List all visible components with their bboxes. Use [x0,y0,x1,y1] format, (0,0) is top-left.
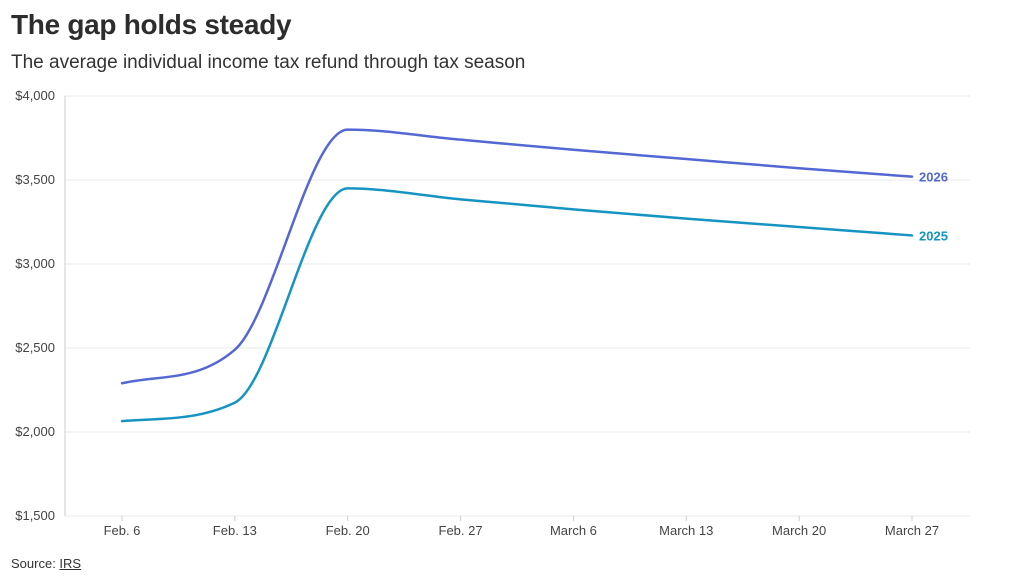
x-tick-label: Feb. 20 [326,523,370,538]
y-tick-label: $4,000 [15,88,55,103]
y-tick-label: $1,500 [15,508,55,523]
series-line-2025 [120,187,914,423]
y-tick-label: $2,000 [15,424,55,439]
y-tick-label: $3,000 [15,256,55,271]
chart-subtitle: The average individual income tax refund… [11,52,526,73]
grid-lines [65,95,970,517]
y-axis-ticks: $4,000 $3,500 $3,000 $2,500 $2,000 $1,500 [15,88,55,523]
x-tick-label: March 27 [885,523,939,538]
x-axis-ticks: Feb. 6 Feb. 13 Feb. 20 Feb. 27 March 6 March … [104,516,939,538]
source-prefix: Source: [11,556,60,571]
x-tick-label: Feb. 6 [104,523,141,538]
x-tick-label: Feb. 13 [213,523,257,538]
y-tick-label: $2,500 [15,340,55,355]
x-tick-label: Feb. 27 [439,523,483,538]
source-note: Source: IRS [11,556,81,571]
series-labels: 2026 2025 [919,170,948,244]
series-line-2026 [120,128,914,385]
series-lines [120,128,914,423]
source-link[interactable]: IRS [59,556,82,571]
series-label-2026: 2026 [919,170,948,185]
x-tick-label: March 13 [659,523,713,538]
y-tick-label: $3,500 [15,172,55,187]
chart-title: The gap holds steady [11,9,292,40]
x-tick-label: March 6 [550,523,597,538]
x-tick-label: March 20 [772,523,826,538]
series-label-2025: 2025 [919,228,948,243]
